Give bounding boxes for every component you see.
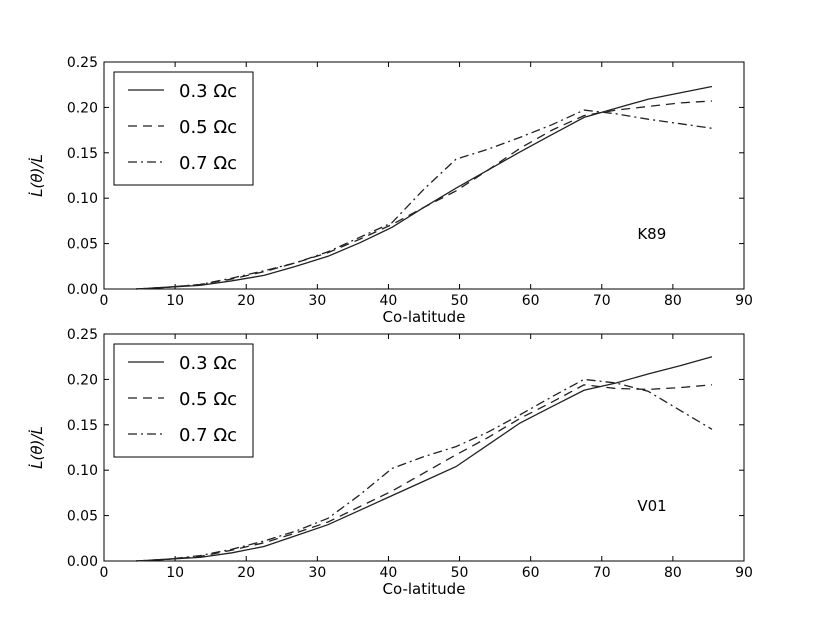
x-tick-label: 50 xyxy=(451,565,469,581)
x-axis-label: Co-latitude xyxy=(383,308,466,326)
y-tick-label: 0.00 xyxy=(67,554,98,570)
x-tick-label: 50 xyxy=(451,293,469,309)
x-tick-label: 0 xyxy=(100,565,109,581)
legend: 0.3 Ωc 0.5 Ωc 0.7 Ωc xyxy=(113,71,254,186)
y-tick-label: 0.00 xyxy=(67,282,98,298)
x-tick-label: 30 xyxy=(308,565,326,581)
panel-top-k89: 0 10 20 30 40 50 60 70 80 90 0.00 0.05 0.10 0.15 0.20 0… xyxy=(27,55,753,326)
x-tick-label: 10 xyxy=(166,293,184,309)
legend-label-0-7: 0.7 Ωc xyxy=(179,153,237,174)
legend-label-0-3: 0.3 Ωc xyxy=(179,81,237,102)
x-tick-label: 20 xyxy=(237,565,255,581)
y-tick-label: 0.25 xyxy=(67,55,98,71)
x-axis-label: Co-latitude xyxy=(383,580,466,598)
plot-frame xyxy=(103,333,745,562)
y-tick-label: 0.10 xyxy=(67,463,98,479)
x-tick-label: 60 xyxy=(522,565,540,581)
y-tick-label: 0.20 xyxy=(67,100,98,116)
x-tick-label: 70 xyxy=(593,565,611,581)
x-tick-label: 10 xyxy=(166,565,184,581)
x-tick-label: 40 xyxy=(380,565,398,581)
series-line-0-5-omega xyxy=(135,384,713,562)
x-tick-label: 60 xyxy=(522,293,540,309)
x-tick-label: 90 xyxy=(735,565,753,581)
legend-label-0-7: 0.7 Ωc xyxy=(179,425,237,446)
y-tick-label: 0.25 xyxy=(67,327,98,343)
legend-box xyxy=(113,343,254,458)
panel-bottom-v01: 0 10 20 30 40 50 60 70 80 90 0.00 0.05 0.10 0.15 0.20 0… xyxy=(27,327,753,598)
legend-box xyxy=(113,71,254,186)
series-line-0-7-omega xyxy=(135,109,713,290)
y-axis-label: L̇(θ)/L̇ xyxy=(27,426,46,469)
series-line-0-3-omega xyxy=(135,356,713,562)
y-tick-label: 0.20 xyxy=(67,372,98,388)
x-tick-label: 80 xyxy=(664,293,682,309)
legend-label-0-3: 0.3 Ωc xyxy=(179,353,237,374)
y-tick-label: 0.05 xyxy=(67,237,98,253)
y-tick-label: 0.10 xyxy=(67,191,98,207)
legend-label-0-5: 0.5 Ωc xyxy=(179,389,237,410)
x-tick-label: 90 xyxy=(735,293,753,309)
x-tick-label: 40 xyxy=(380,293,398,309)
y-tick-label: 0.15 xyxy=(67,146,98,162)
x-tick-label: 20 xyxy=(237,293,255,309)
x-tick-label: 80 xyxy=(664,565,682,581)
y-tick-label: 0.05 xyxy=(67,509,98,525)
x-tick-label: 30 xyxy=(308,293,326,309)
series-line-0-7-omega xyxy=(135,378,713,562)
legend-label-0-5: 0.5 Ωc xyxy=(179,117,237,138)
panel-annotation: K89 xyxy=(637,225,666,243)
x-tick-label: 70 xyxy=(593,293,611,309)
legend: 0.3 Ωc 0.5 Ωc 0.7 Ωc xyxy=(113,343,254,458)
y-axis-label: L̇(θ)/L̇ xyxy=(27,154,46,197)
series-line-0-5-omega xyxy=(135,100,713,290)
x-tick-label: 0 xyxy=(100,293,109,309)
plot-frame xyxy=(103,61,745,290)
y-tick-label: 0.15 xyxy=(67,418,98,434)
panel-annotation: V01 xyxy=(637,497,666,515)
